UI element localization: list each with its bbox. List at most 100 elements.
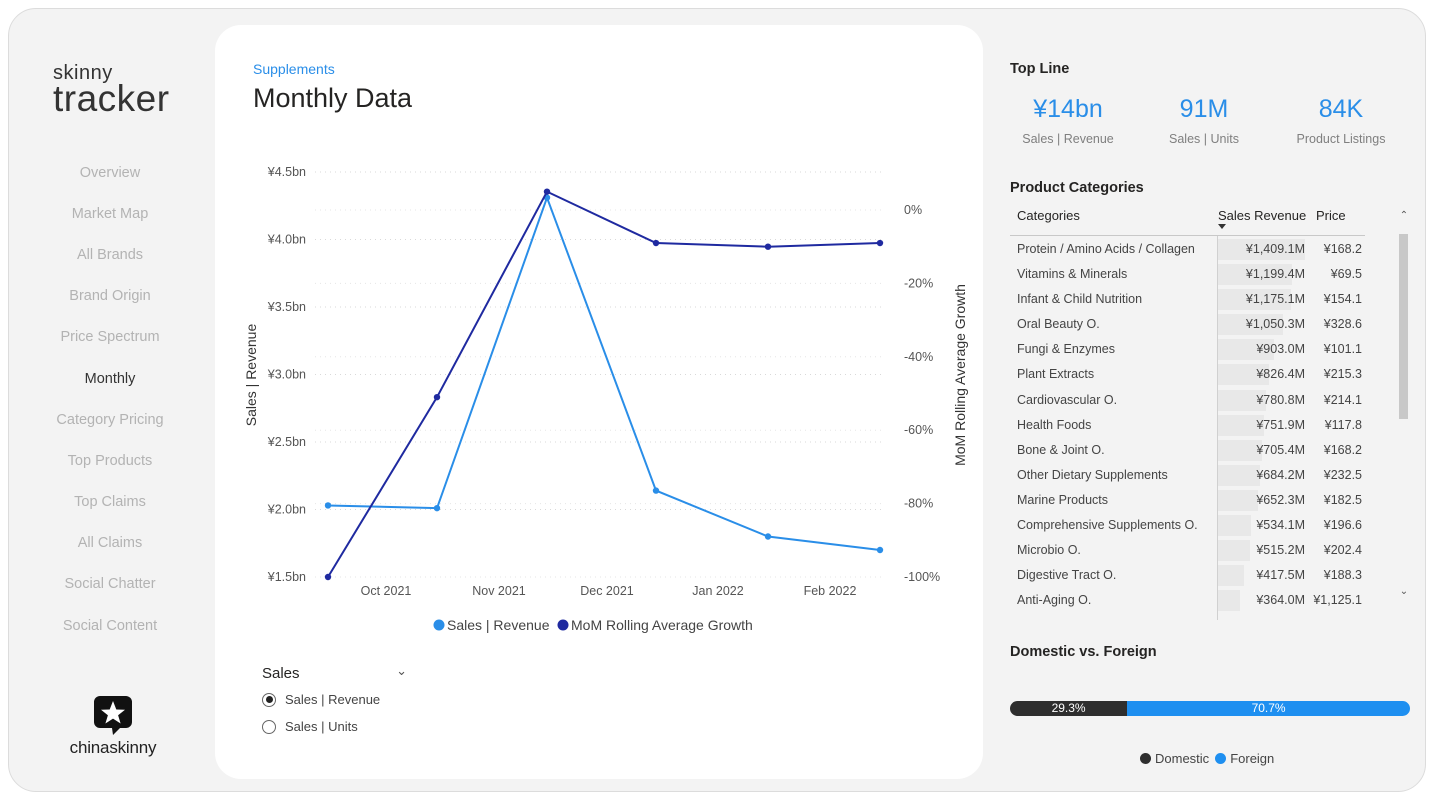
table-row[interactable]: Plant Extracts ¥826.4M ¥215.3 (1010, 362, 1380, 387)
radio-sales-units[interactable]: Sales | Units (262, 719, 358, 734)
y2-tick-label: -80% (904, 497, 933, 511)
table-header: Categories Sales Revenue Price (1010, 200, 1365, 236)
price-cell: ¥168.2 (1323, 242, 1362, 256)
legend-marker (433, 619, 445, 631)
table-row[interactable]: Cardiovascular O. ¥780.8M ¥214.1 (1010, 388, 1380, 413)
product-categories-table: Categories Sales Revenue Price Protein /… (1010, 200, 1408, 620)
app-logo[interactable]: skinny tracker (53, 62, 170, 119)
data-point (876, 239, 884, 247)
breadcrumb[interactable]: Supplements (253, 61, 335, 77)
data-point (764, 533, 772, 540)
column-header-sales-revenue[interactable]: Sales Revenue (1218, 208, 1307, 223)
kpi-value: 91M (1179, 95, 1229, 123)
sidebar-item-overview[interactable]: Overview (79, 164, 141, 181)
table-row[interactable]: Digestive Tract O. ¥417.5M ¥188.3 (1010, 563, 1380, 588)
table-row[interactable]: Anti-Aging O. ¥364.0M ¥1,125.1 (1010, 588, 1380, 613)
table-row[interactable]: Microbio O. ¥515.2M ¥202.4 (1010, 538, 1380, 563)
price-cell: ¥154.1 (1323, 292, 1362, 307)
column-header-price[interactable]: Price (1316, 208, 1346, 223)
price-cell: ¥214.1 (1323, 392, 1362, 407)
brand-logo[interactable]: chinaskinny (58, 694, 168, 758)
sort-descending-icon[interactable] (1218, 224, 1226, 229)
product-categories-title: Product Categories (1010, 180, 1144, 196)
foreign-segment[interactable]: 70.7% (1127, 701, 1410, 716)
domestic-foreign-bar: 29.3% 70.7% (1010, 701, 1410, 716)
sidebar-item-all-brands[interactable]: All Brands (76, 246, 144, 263)
radio-sales-revenue[interactable]: Sales | Revenue (262, 692, 380, 707)
revenue-cell: ¥1,175.1M (1245, 292, 1305, 307)
x-tick-label: Jan 2022 (692, 584, 743, 598)
price-cell: ¥182.5 (1323, 492, 1362, 507)
scroll-up-icon[interactable]: ⌃ (1399, 210, 1409, 221)
legend-label: Sales | Revenue (447, 617, 550, 633)
category-cell: Health Foods (1017, 417, 1092, 432)
category-cell: Vitamins & Minerals (1017, 267, 1128, 282)
table-row[interactable]: Other Dietary Supplements ¥684.2M ¥232.5 (1010, 463, 1380, 488)
revenue-bar (1218, 339, 1274, 361)
revenue-bar (1218, 414, 1264, 436)
domestic-foreign-title: Domestic vs. Foreign (1010, 644, 1157, 660)
column-header-categories[interactable]: Categories (1017, 208, 1080, 223)
radio-button[interactable] (262, 719, 276, 734)
sidebar-item-brand-origin[interactable]: Brand Origin (69, 288, 151, 305)
brand-name: chinaskinny (69, 738, 157, 757)
y-tick-label: ¥3.0bn (267, 368, 306, 382)
price-cell: ¥101.1 (1323, 342, 1362, 357)
sidebar-item-top-products[interactable]: Top Products (67, 452, 153, 469)
y2-tick-label: 0% (904, 203, 922, 217)
table-row[interactable]: Bone & Joint O. ¥705.4M ¥168.2 (1010, 438, 1380, 463)
category-cell: Oral Beauty O. (1017, 317, 1100, 332)
sales-metric-dropdown[interactable]: Sales ⌄ (262, 663, 407, 682)
domestic-segment[interactable]: 29.3% (1010, 701, 1128, 716)
data-point (876, 546, 884, 554)
sidebar-item-all-claims[interactable]: All Claims (77, 535, 143, 552)
kpi-label: Product Listings (1296, 132, 1386, 146)
scroll-thumb[interactable] (1399, 234, 1408, 419)
category-cell: Other Dietary Supplements (1017, 467, 1168, 482)
radio-button-selected[interactable] (262, 692, 276, 707)
scroll-down-icon[interactable]: ⌄ (1399, 586, 1409, 597)
revenue-bar (1218, 289, 1291, 311)
category-cell: Marine Products (1017, 492, 1109, 507)
sidebar-item-category-pricing[interactable]: Category Pricing (56, 411, 164, 428)
price-cell: ¥168.2 (1323, 442, 1362, 457)
logo-big-text: tracker (53, 78, 170, 119)
sidebar-item-social-chatter[interactable]: Social Chatter (64, 576, 156, 593)
table-row[interactable]: Health Foods ¥751.9M ¥117.8 (1010, 413, 1380, 438)
kpi-product-listings: 84K Product Listings (1276, 94, 1406, 146)
y-axis-title: Sales | Revenue (243, 324, 259, 427)
revenue-bar (1218, 590, 1240, 612)
table-scrollbar[interactable]: ⌃ ⌄ (1398, 200, 1410, 608)
monthly-line-chart: ¥1.5bn ¥2.0bn ¥2.5bn ¥3.0bn ¥3.5bn ¥4.0bn ¥4.5… (243, 165, 968, 633)
revenue-cell: ¥417.5M (1256, 568, 1305, 583)
table-row[interactable]: Comprehensive Supplements O. ¥534.1M ¥196.… (1010, 513, 1380, 538)
price-cell: ¥1,125.1 (1313, 593, 1362, 608)
table-row[interactable]: Fungi & Enzymes ¥903.0M ¥101.1 (1010, 337, 1380, 362)
table-row[interactable]: Vitamins & Minerals ¥1,199.4M ¥69.5 (1010, 262, 1380, 287)
sidebar-item-top-claims[interactable]: Top Claims (74, 494, 146, 511)
chevron-down-icon[interactable]: ⌄ (396, 663, 407, 678)
x-tick-label: Dec 2021 (580, 584, 634, 598)
revenue-cell: ¥652.3M (1256, 492, 1305, 507)
data-point (652, 239, 660, 247)
data-point (324, 573, 332, 581)
table-row[interactable]: Infant & Child Nutrition ¥1,175.1M ¥154.1 (1010, 287, 1380, 312)
category-cell: Anti-Aging O. (1017, 593, 1092, 608)
sidebar-item-price-spectrum[interactable]: Price Spectrum (60, 329, 160, 346)
sales-dropdown-label: Sales (262, 665, 300, 682)
table-row[interactable]: Marine Products ¥652.3M ¥182.5 (1010, 488, 1380, 513)
revenue-bar (1218, 565, 1244, 587)
logo-small-text: skinny (53, 62, 113, 84)
sidebar-item-social-content[interactable]: Social Content (62, 617, 158, 634)
foreign-legend-dot (1215, 753, 1227, 764)
data-point (433, 504, 441, 512)
revenue-bar (1218, 464, 1260, 486)
table-row[interactable]: Oral Beauty O. ¥1,050.3M ¥328.6 (1010, 312, 1380, 337)
table-row[interactable]: Protein / Amino Acids / Collagen ¥1,409.1… (1010, 237, 1380, 262)
kpi-value: 84K (1318, 95, 1364, 123)
category-cell: Comprehensive Supplements O. (1017, 518, 1198, 533)
y2-axis-title: MoM Rolling Average Growth (952, 284, 968, 466)
series-line-mom-growth (327, 190, 881, 578)
sidebar-item-monthly[interactable]: Monthly (84, 370, 136, 387)
sidebar-item-market-map[interactable]: Market Map (71, 205, 149, 222)
